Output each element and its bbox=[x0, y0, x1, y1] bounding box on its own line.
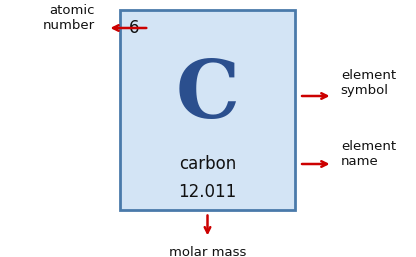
Text: C: C bbox=[176, 57, 240, 135]
Text: 12.011: 12.011 bbox=[178, 183, 237, 201]
Text: element
name: element name bbox=[341, 140, 396, 168]
Text: element
symbol: element symbol bbox=[341, 69, 396, 97]
Text: carbon: carbon bbox=[179, 155, 236, 173]
Text: molar mass: molar mass bbox=[169, 246, 246, 257]
FancyBboxPatch shape bbox=[120, 10, 295, 210]
Text: 6: 6 bbox=[129, 19, 140, 37]
Text: atomic
number: atomic number bbox=[43, 4, 95, 32]
